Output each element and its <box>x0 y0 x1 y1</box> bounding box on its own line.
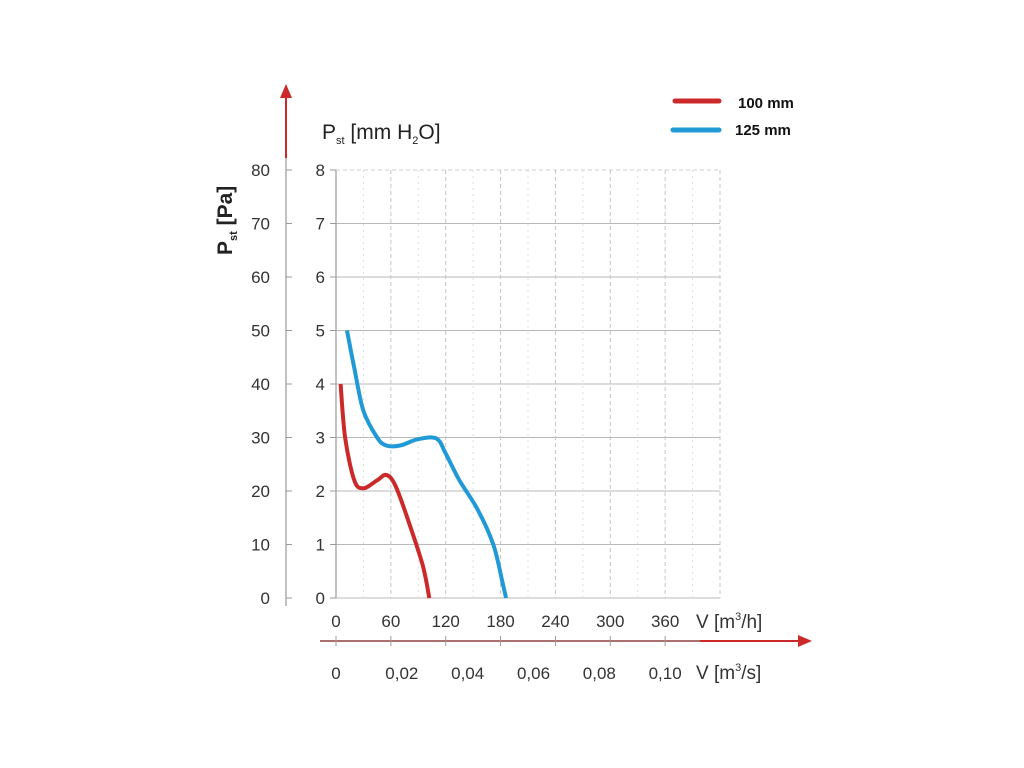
mmh2o-tick-label: 7 <box>316 215 325 234</box>
x-axis-label-m3s: V [m3/s] <box>696 662 761 684</box>
mmh2o-tick-label: 5 <box>316 322 325 341</box>
series-line-100mm <box>338 383 432 599</box>
pa-tick-label: 70 <box>251 215 270 234</box>
mmh2o-tick-label: 4 <box>316 375 325 394</box>
x-tick-label-m3h: 240 <box>541 612 569 631</box>
x-tick-label-m3s: 0,08 <box>583 664 616 683</box>
pa-tick-label: 60 <box>251 268 270 287</box>
y-axis-label-mmh2o: Pst [mm H2O] <box>322 121 441 147</box>
legend-label-100mm: 100 mm <box>738 95 794 112</box>
legend: 100 mm 125 mm <box>670 95 794 139</box>
pa-tick-label: 10 <box>251 536 270 555</box>
x-axis: 0 60 120 180 240 300 360 0 0,02 0,04 0,06 0,08 0,10 <box>320 612 812 683</box>
x-tick-label-m3s: 0 <box>331 664 340 683</box>
x-tick-label-m3s: 0,10 <box>649 664 682 683</box>
pa-tick-label: 20 <box>251 482 270 501</box>
y-axis-label-pa: Pst [Pa] <box>214 186 240 255</box>
pa-tick-label: 30 <box>251 429 270 448</box>
mmh2o-tick-label: 0 <box>316 589 325 608</box>
x-tick-label-m3h: 60 <box>381 612 400 631</box>
pa-tick-label: 40 <box>251 375 270 394</box>
mmh2o-axis: 0 1 2 3 4 5 6 7 8 <box>316 161 337 608</box>
x-tick-label-m3h: 360 <box>651 612 679 631</box>
x-tick-label-m3s: 0,04 <box>451 664 484 683</box>
mmh2o-tick-label: 1 <box>316 536 325 555</box>
x-tick-label-m3h: 300 <box>596 612 624 631</box>
pa-tick-label: 0 <box>261 589 270 608</box>
mmh2o-tick-label: 3 <box>316 429 325 448</box>
pa-tick-label: 50 <box>251 322 270 341</box>
series-line-125mm <box>345 330 509 599</box>
x-tick-label-m3s: 0,06 <box>517 664 550 683</box>
pa-axis: 0 10 20 30 40 50 60 70 80 <box>251 84 292 608</box>
legend-label-125mm: 125 mm <box>735 122 791 139</box>
grid <box>335 169 721 599</box>
pa-tick-label: 80 <box>251 161 270 180</box>
x-tick-label-m3s: 0,02 <box>385 664 418 683</box>
x-tick-label-m3h: 180 <box>486 612 514 631</box>
mmh2o-tick-label: 6 <box>316 268 325 287</box>
series-layer <box>338 330 509 599</box>
x-tick-label-m3h: 120 <box>432 612 460 631</box>
x-tick-label-m3h: 0 <box>331 612 340 631</box>
x-axis-label-m3h: V [m3/h] <box>696 611 762 633</box>
mmh2o-tick-label: 2 <box>316 482 325 501</box>
mmh2o-tick-label: 8 <box>316 161 325 180</box>
